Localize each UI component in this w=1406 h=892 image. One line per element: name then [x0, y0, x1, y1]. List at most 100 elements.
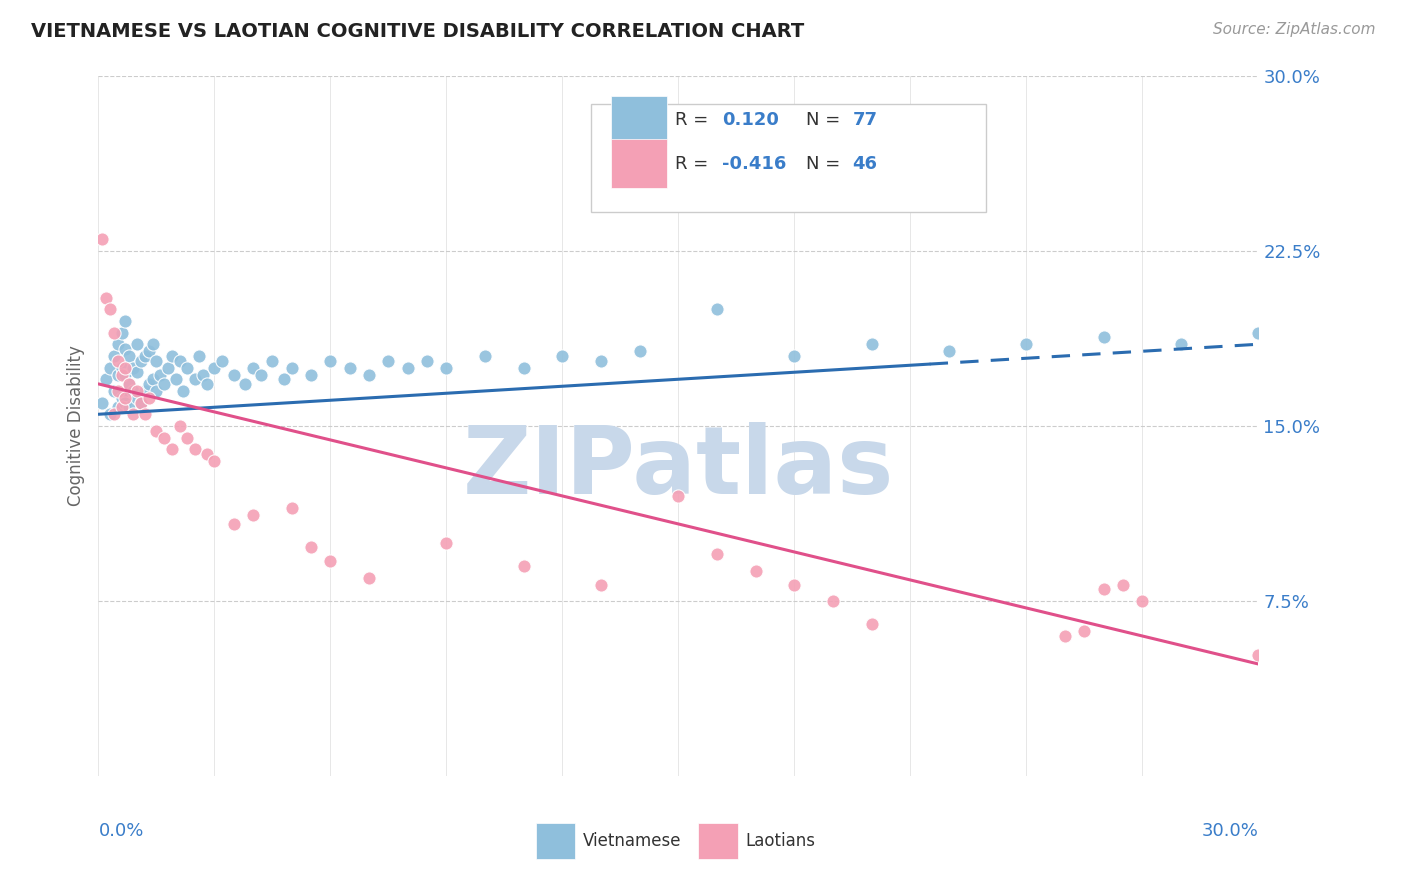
Point: [107, 368, 129, 382]
Point: [114, 395, 136, 409]
Point: [114, 368, 136, 382]
Point: [122, 384, 145, 398]
Point: [860, 337, 883, 351]
Point: [188, 349, 211, 363]
Point: [686, 151, 709, 165]
Point: [281, 500, 304, 515]
Point: [339, 360, 361, 375]
Text: Laotians: Laotians: [745, 832, 815, 850]
Point: [222, 368, 245, 382]
Text: N =: N =: [806, 112, 846, 129]
Point: [1073, 624, 1095, 639]
Point: [1092, 330, 1115, 344]
Point: [107, 384, 129, 398]
Point: [111, 391, 132, 405]
Point: [107, 401, 129, 415]
Point: [474, 349, 496, 363]
Point: [160, 349, 183, 363]
Point: [938, 344, 960, 359]
Point: [281, 360, 304, 375]
Point: [262, 353, 284, 368]
Point: [222, 516, 245, 531]
Point: [1247, 648, 1270, 662]
Point: [176, 431, 198, 445]
Point: [821, 594, 844, 608]
FancyBboxPatch shape: [536, 823, 575, 859]
Point: [107, 337, 129, 351]
Point: [157, 360, 180, 375]
Point: [436, 535, 458, 549]
Point: [153, 376, 176, 391]
Point: [111, 401, 132, 415]
FancyBboxPatch shape: [612, 95, 666, 145]
Point: [169, 418, 191, 433]
Point: [706, 547, 728, 561]
Point: [114, 342, 136, 356]
Point: [145, 424, 167, 438]
Point: [107, 353, 129, 368]
Text: ZIPatlas: ZIPatlas: [463, 422, 894, 514]
Point: [138, 344, 160, 359]
Point: [551, 349, 574, 363]
Point: [127, 391, 149, 405]
Point: [235, 376, 257, 391]
Text: 77: 77: [852, 112, 877, 129]
Point: [129, 353, 152, 368]
Point: [745, 564, 768, 578]
Point: [118, 349, 141, 363]
Point: [103, 349, 125, 363]
Point: [114, 314, 136, 328]
Point: [195, 376, 218, 391]
Point: [416, 353, 439, 368]
Point: [591, 577, 613, 591]
Point: [141, 337, 165, 351]
Point: [98, 302, 121, 317]
Point: [141, 372, 165, 386]
Point: [98, 407, 121, 421]
Point: [127, 337, 149, 351]
Point: [513, 558, 536, 573]
Point: [103, 384, 125, 398]
Point: [129, 395, 152, 409]
Point: [98, 360, 121, 375]
Point: [111, 368, 132, 382]
Text: Source: ZipAtlas.com: Source: ZipAtlas.com: [1212, 22, 1375, 37]
Text: -0.416: -0.416: [723, 154, 787, 172]
Point: [1092, 582, 1115, 597]
FancyBboxPatch shape: [592, 103, 986, 212]
Text: 30.0%: 30.0%: [1202, 822, 1258, 839]
Text: N =: N =: [806, 154, 846, 172]
Point: [111, 360, 132, 375]
Point: [96, 291, 118, 305]
FancyBboxPatch shape: [612, 139, 666, 188]
Text: Vietnamese: Vietnamese: [583, 832, 682, 850]
Point: [134, 349, 156, 363]
Text: 46: 46: [852, 154, 877, 172]
Point: [783, 577, 806, 591]
Point: [1015, 337, 1038, 351]
Point: [118, 376, 141, 391]
Point: [138, 391, 160, 405]
Point: [134, 384, 156, 398]
Point: [299, 368, 322, 382]
Point: [127, 384, 149, 398]
Point: [96, 372, 118, 386]
Point: [149, 368, 172, 382]
Point: [118, 376, 141, 391]
Point: [273, 372, 295, 386]
Point: [299, 541, 322, 555]
Point: [145, 353, 167, 368]
Point: [359, 571, 381, 585]
Point: [211, 353, 233, 368]
Point: [118, 401, 141, 415]
Point: [114, 360, 136, 375]
Point: [666, 489, 689, 503]
Point: [860, 617, 883, 632]
Text: VIETNAMESE VS LAOTIAN COGNITIVE DISABILITY CORRELATION CHART: VIETNAMESE VS LAOTIAN COGNITIVE DISABILI…: [31, 22, 804, 41]
Point: [138, 376, 160, 391]
Point: [145, 384, 167, 398]
Point: [176, 360, 198, 375]
Point: [103, 407, 125, 421]
Point: [1112, 577, 1135, 591]
Point: [204, 454, 226, 468]
